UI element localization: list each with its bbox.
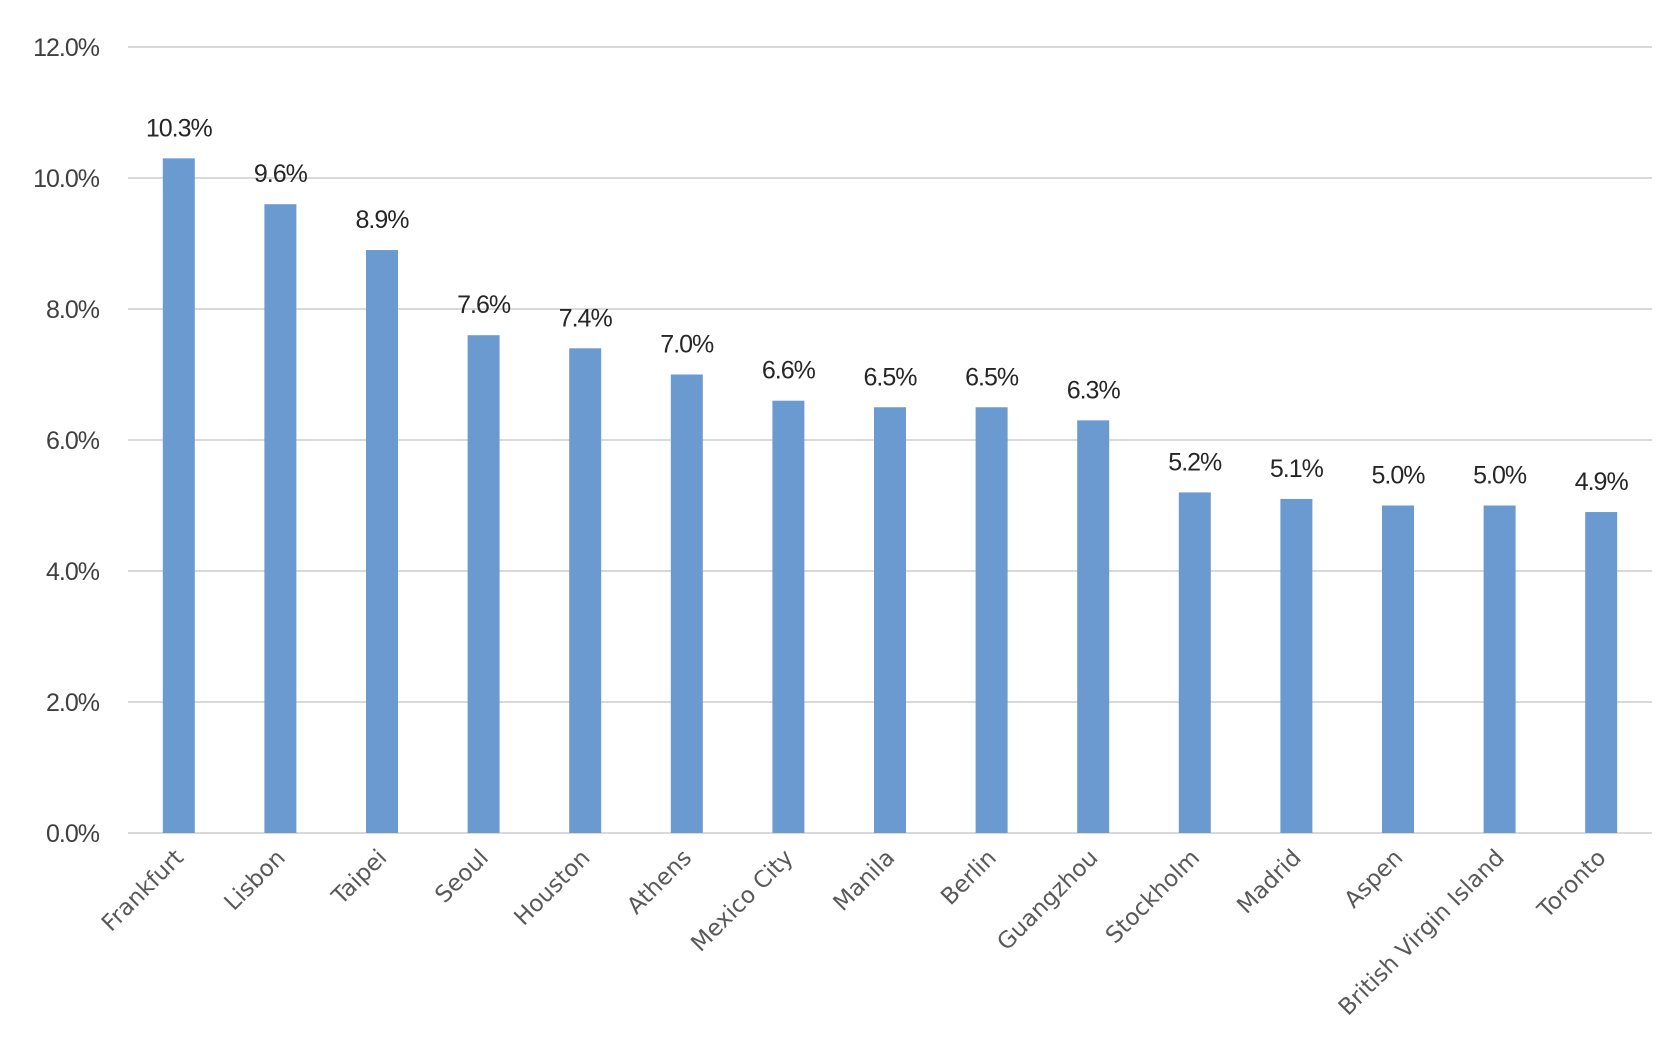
bar <box>1178 492 1211 833</box>
bar <box>1382 505 1414 833</box>
bar <box>772 400 805 833</box>
bar <box>1483 505 1516 833</box>
data-label: 6.6% <box>762 357 816 385</box>
data-label: 10.3% <box>146 114 213 142</box>
y-tick-label: 0.0% <box>46 820 100 848</box>
bars <box>162 158 1618 834</box>
data-label: 5.0% <box>1372 462 1426 490</box>
x-axis-tick-labels: Frankfurt Lisbon Taipei Seoul Houston AthensM… <box>97 845 1611 1021</box>
x-tick-label: Manila <box>829 845 901 917</box>
data-label: 6.3% <box>1067 376 1121 404</box>
x-tick-label: Berlin <box>936 845 1002 911</box>
bar <box>264 204 297 833</box>
y-axis-tick-labels: 0.0% 2.0% 4.0% 6.0% 8.0% 10.0% 12.0% <box>33 34 101 848</box>
x-tick-label: Athens <box>622 845 697 920</box>
x-tick-label: Mexico City <box>686 845 798 957</box>
bar <box>467 335 500 833</box>
data-label: 5.2% <box>1168 448 1222 476</box>
x-tick-label: Lisbon <box>220 845 291 916</box>
x-tick-label: British Virgin Island <box>1334 845 1510 1021</box>
y-tick-label: 6.0% <box>46 427 100 455</box>
x-tick-label: Guangzhou <box>992 845 1103 956</box>
bar <box>1585 512 1618 833</box>
x-tick-label: Taipei <box>327 845 393 911</box>
data-label: 6.5% <box>864 363 918 391</box>
bar <box>975 407 1008 833</box>
y-tick-label: 12.0% <box>33 34 100 62</box>
data-label: 5.0% <box>1473 462 1527 490</box>
bar <box>874 407 906 833</box>
x-tick-label: Seoul <box>430 845 493 908</box>
bar <box>1077 420 1110 833</box>
bar <box>670 374 703 833</box>
bar <box>569 348 602 833</box>
y-tick-label: 8.0% <box>46 296 100 324</box>
x-tick-label: Toronto <box>1532 845 1611 924</box>
data-label: 6.5% <box>965 363 1019 391</box>
data-label: 9.6% <box>254 160 308 188</box>
data-label: 8.9% <box>356 206 410 234</box>
bar <box>162 158 195 834</box>
data-label: 7.0% <box>660 331 714 359</box>
x-tick-label: Houston <box>509 845 595 931</box>
x-tick-label: Stockholm <box>1101 845 1205 949</box>
x-tick-label: Aspen <box>1340 845 1409 914</box>
data-label: 7.6% <box>457 291 511 319</box>
x-tick-label: Frankfurt <box>97 845 189 937</box>
data-label: 5.1% <box>1270 455 1324 483</box>
y-tick-label: 2.0% <box>46 689 100 717</box>
y-tick-label: 4.0% <box>46 558 100 586</box>
data-label: 4.9% <box>1575 468 1629 496</box>
bar <box>1280 498 1313 833</box>
bar <box>366 250 398 834</box>
x-tick-label: Madrid <box>1232 845 1306 919</box>
data-labels: 10.3% 9.6% 8.9% 7.6% 7.4% 7.0% 6.6% 6.5% 6.5% 6.3… <box>146 114 1630 496</box>
data-label: 7.4% <box>559 304 613 332</box>
y-tick-label: 10.0% <box>33 165 100 193</box>
